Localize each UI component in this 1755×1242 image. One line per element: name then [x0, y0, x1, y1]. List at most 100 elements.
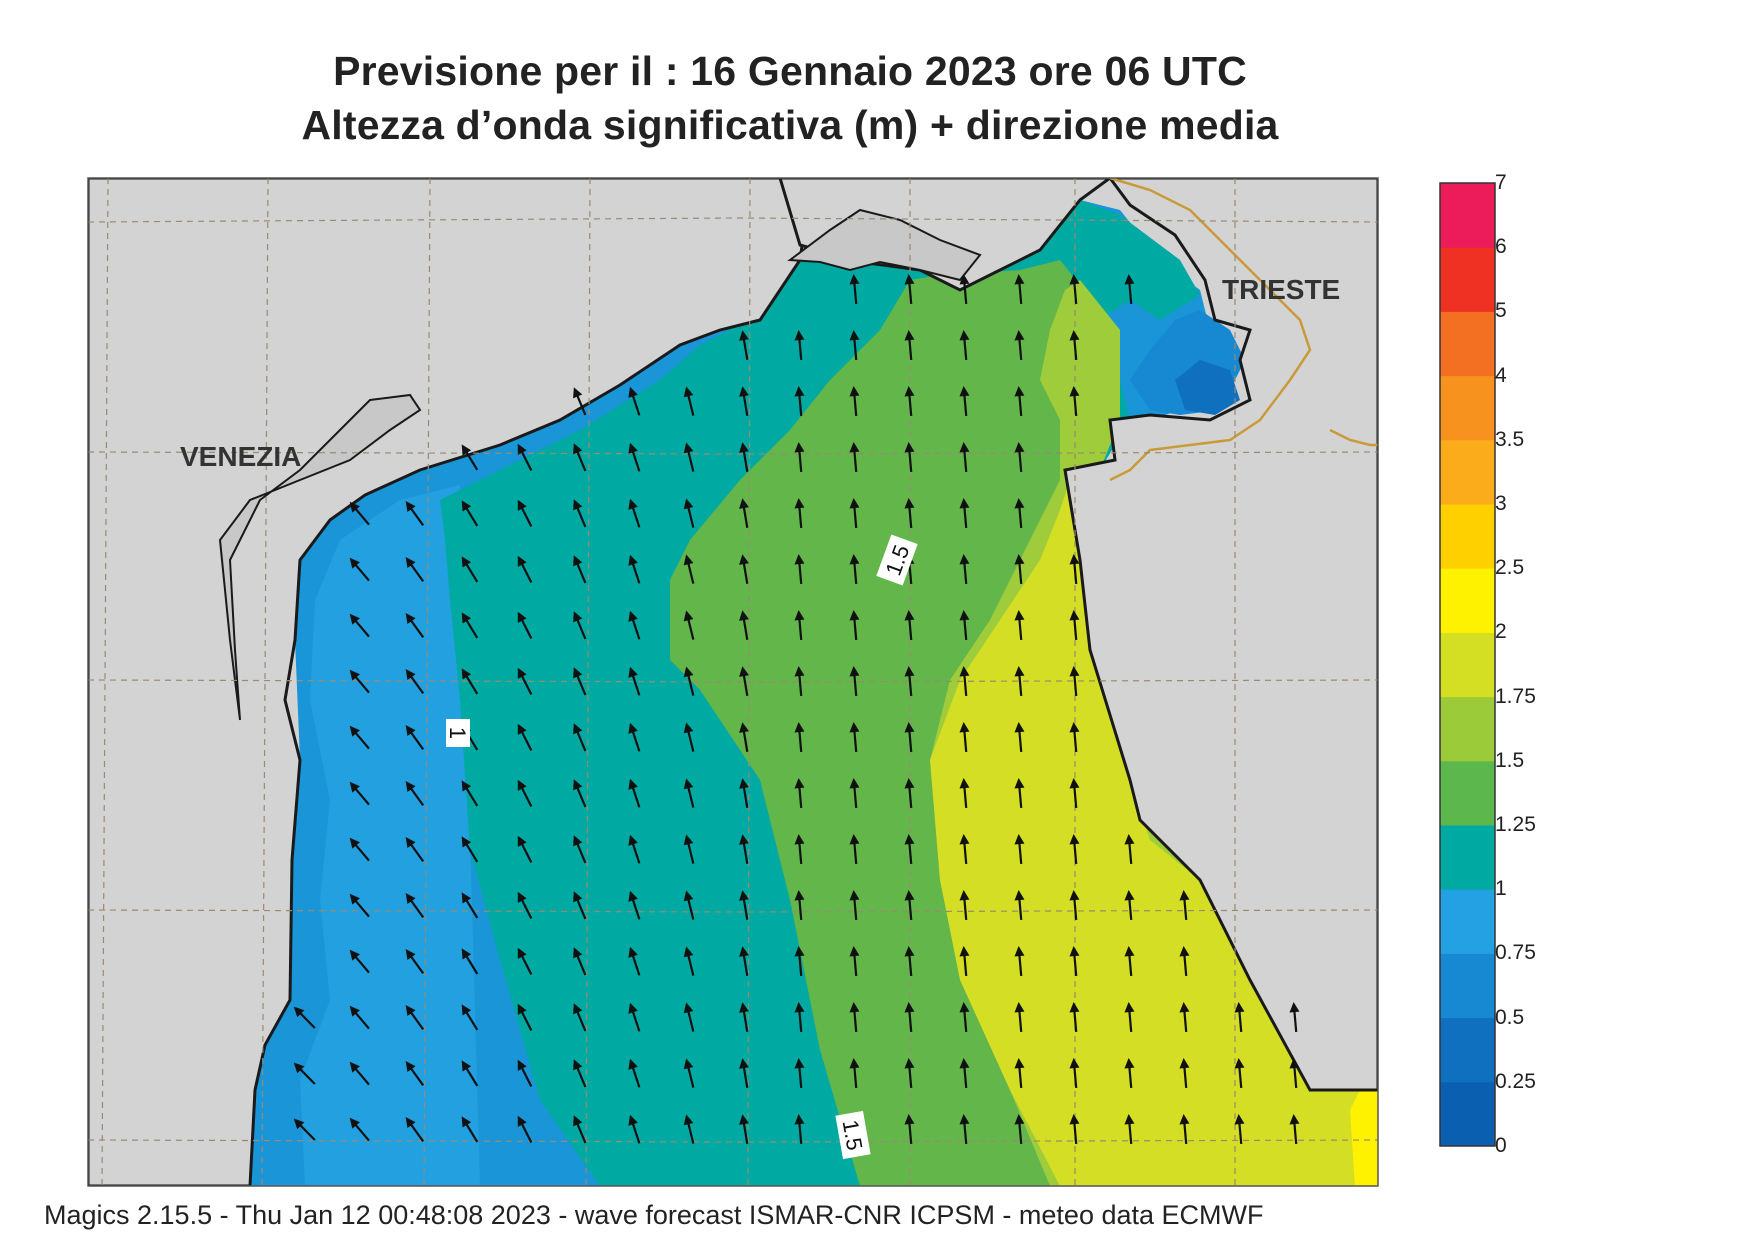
direction-arrow — [794, 1114, 805, 1145]
direction-arrow — [517, 611, 533, 639]
direction-arrow — [1289, 1002, 1300, 1033]
direction-arrow — [517, 723, 533, 751]
colorbar-tick-label: 4 — [1495, 363, 1507, 387]
direction-arrow — [1014, 1002, 1025, 1033]
direction-arrow — [959, 1002, 970, 1033]
direction-arrow — [405, 1061, 425, 1086]
direction-arrow — [349, 949, 370, 974]
colorbar-tick-label: 3 — [1495, 492, 1507, 515]
colorbar-tick-label: 5 — [1495, 299, 1507, 323]
direction-arrow — [349, 893, 370, 918]
colorbar-tick-label: 6 — [1495, 235, 1507, 259]
direction-arrow — [739, 834, 749, 864]
colorbar-segment — [1440, 889, 1495, 954]
direction-arrow — [794, 554, 805, 585]
direction-arrow — [849, 274, 860, 305]
direction-arrow — [1014, 722, 1025, 753]
direction-arrow — [739, 442, 749, 472]
direction-arrow — [739, 1058, 749, 1088]
colorbar-segment — [1440, 183, 1495, 248]
direction-arrow — [849, 498, 860, 529]
colorbar-segment — [1440, 953, 1495, 1019]
direction-arrow — [573, 387, 587, 416]
sea-band-2 — [1350, 1080, 1378, 1186]
direction-arrow — [904, 498, 915, 529]
direction-arrow — [573, 443, 587, 472]
colorbar-segment — [1440, 439, 1495, 505]
direction-arrow — [959, 498, 970, 529]
contour-label-1: 1 — [445, 719, 470, 747]
direction-arrow — [794, 498, 805, 529]
footer-credits: Magics 2.15.5 - Thu Jan 12 00:48:08 2023… — [44, 1200, 1264, 1230]
direction-arrow — [1124, 1058, 1135, 1089]
colorbar-tick-label: 1.75 — [1495, 684, 1536, 708]
direction-arrow — [849, 610, 860, 641]
direction-arrow — [683, 610, 695, 640]
direction-arrow — [1124, 274, 1135, 305]
direction-arrow — [1014, 274, 1025, 305]
direction-arrow — [683, 946, 695, 976]
direction-arrow — [1289, 1058, 1300, 1089]
direction-arrow — [405, 669, 425, 694]
map-frame — [87, 177, 1379, 1187]
direction-arrow — [959, 442, 970, 473]
colorbar-tick-label: 0.5 — [1495, 1005, 1525, 1029]
direction-arrow — [628, 890, 641, 920]
direction-arrow — [1014, 778, 1025, 809]
direction-arrow — [517, 555, 533, 583]
direction-arrow — [1289, 1114, 1300, 1145]
direction-arrow — [959, 946, 970, 977]
direction-arrow — [739, 1002, 749, 1032]
direction-arrow — [739, 330, 749, 360]
direction-arrow — [405, 1117, 425, 1142]
direction-arrow — [1234, 1002, 1245, 1033]
direction-arrow — [739, 1114, 749, 1144]
direction-arrow — [794, 946, 805, 977]
direction-arrow — [461, 948, 479, 975]
direction-arrow — [1234, 1058, 1245, 1089]
direction-arrow — [683, 386, 695, 416]
direction-arrow — [849, 386, 860, 417]
direction-arrow — [683, 722, 695, 752]
direction-arrow — [1124, 890, 1135, 921]
direction-arrow — [461, 556, 479, 583]
direction-arrow — [959, 834, 970, 865]
direction-arrow — [1014, 1058, 1025, 1089]
direction-arrow — [849, 890, 860, 921]
colorbar-segment — [1440, 1017, 1495, 1083]
direction-arrow — [628, 554, 641, 584]
direction-arrow — [628, 610, 641, 640]
direction-arrow — [461, 836, 479, 863]
direction-arrow — [959, 610, 970, 641]
direction-arrow — [1234, 1114, 1245, 1145]
direction-arrow — [405, 501, 425, 526]
direction-arrow — [573, 611, 587, 640]
direction-arrow — [959, 274, 970, 305]
direction-arrow — [461, 780, 479, 807]
direction-arrow — [739, 946, 749, 976]
contour-label-1.5-south: 1.5 — [835, 1110, 871, 1160]
contour-label-bg — [876, 534, 918, 586]
direction-arrow — [959, 386, 970, 417]
map-area: 1.5 1 1.5 VENEZIA TRIESTE — [88, 178, 1378, 1186]
direction-arrow — [1179, 1058, 1190, 1089]
direction-arrow — [293, 1006, 316, 1029]
colorbar-segment — [1440, 247, 1495, 312]
direction-arrow — [959, 1058, 970, 1089]
direction-arrow — [1069, 1058, 1080, 1089]
direction-arrow — [849, 442, 860, 473]
colorbar-frame — [1439, 182, 1496, 1147]
direction-arrow — [683, 1058, 695, 1088]
direction-arrow — [1179, 1114, 1190, 1145]
direction-arrow — [739, 610, 749, 640]
direction-arrow — [349, 1005, 370, 1030]
direction-arrow — [573, 835, 587, 864]
direction-arrow — [959, 666, 970, 697]
direction-arrow — [517, 443, 533, 471]
direction-arrow — [739, 890, 749, 920]
direction-arrow — [349, 725, 370, 750]
direction-arrow — [517, 1115, 533, 1143]
direction-arrow — [794, 666, 805, 697]
direction-arrow — [628, 442, 641, 472]
direction-arrow — [1014, 442, 1025, 473]
